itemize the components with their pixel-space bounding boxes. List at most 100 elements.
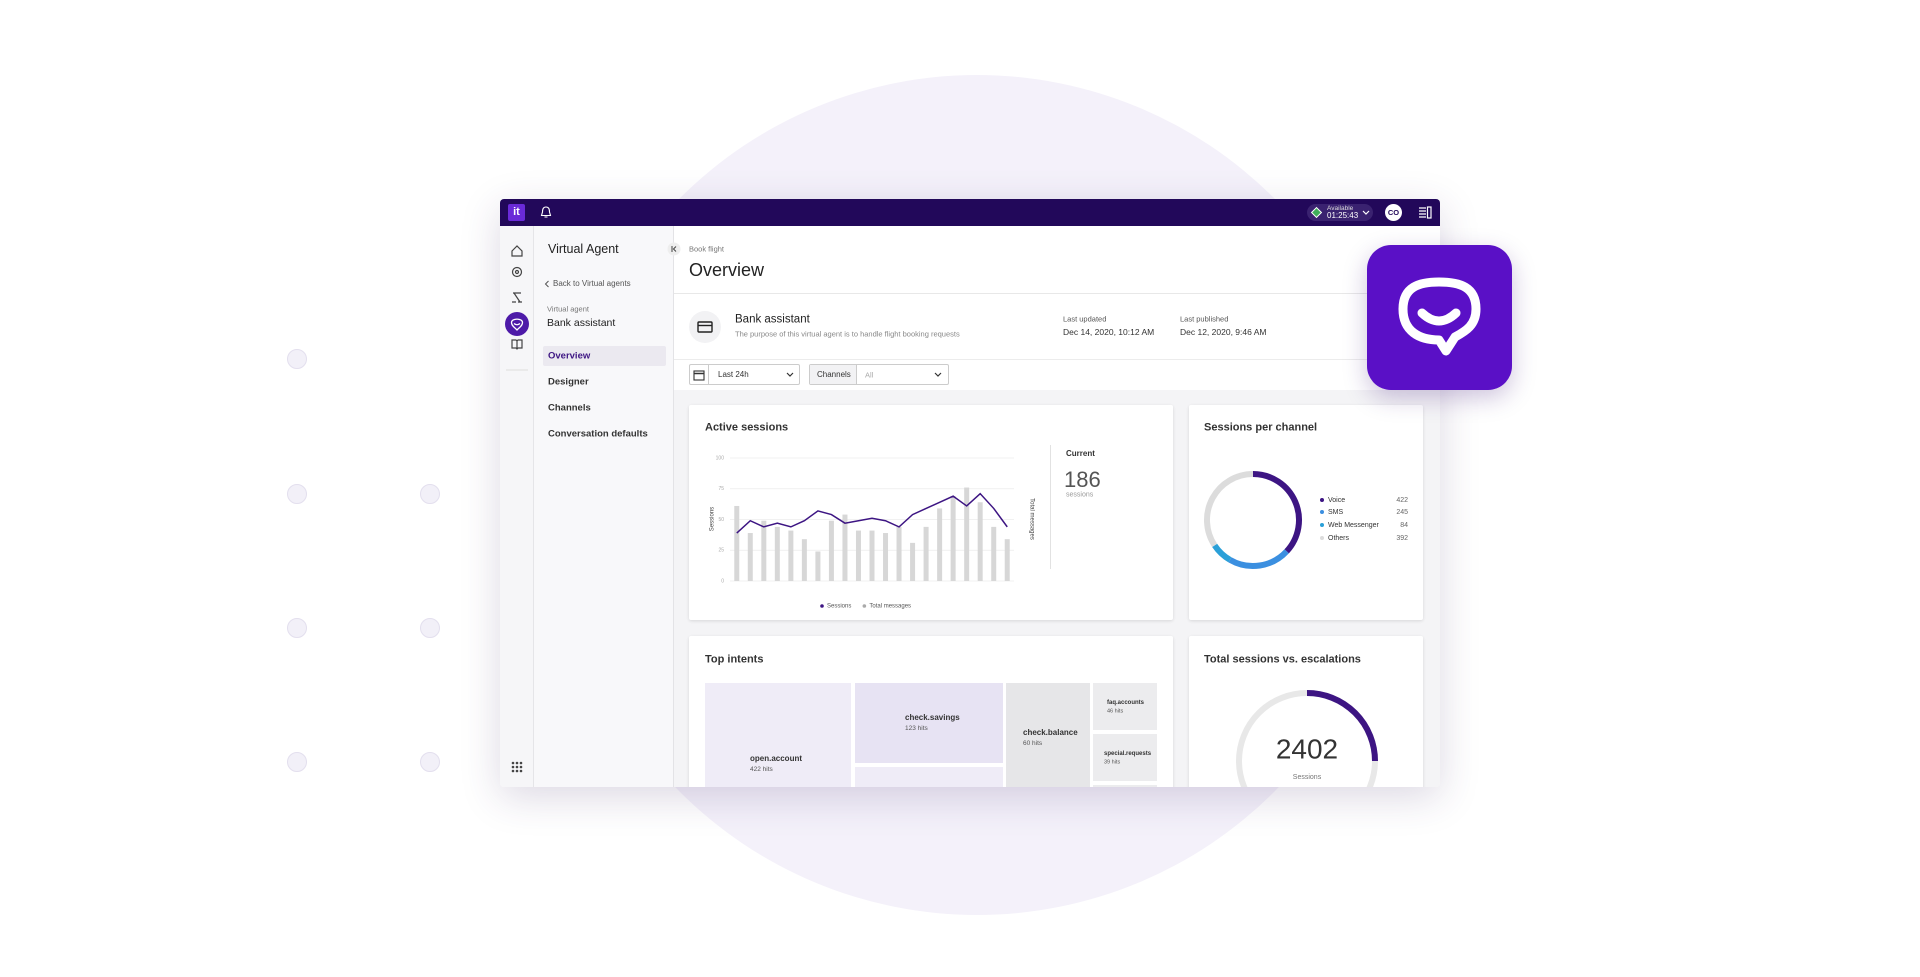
bar bbox=[910, 542, 916, 581]
legend-marker bbox=[820, 604, 824, 608]
app-icon-glyph bbox=[1398, 277, 1481, 356]
home-icon[interactable] bbox=[511, 245, 523, 257]
meta-label: Last published bbox=[1180, 314, 1229, 324]
apps-icon[interactable] bbox=[511, 761, 523, 773]
card bbox=[1189, 405, 1423, 620]
legend-marker bbox=[1320, 510, 1324, 514]
bar bbox=[815, 551, 821, 581]
bar bbox=[950, 496, 956, 581]
intent-hits: 123 hits bbox=[905, 724, 928, 732]
donut-segment bbox=[1252, 471, 1302, 554]
avatar[interactable]: CO bbox=[1385, 204, 1402, 221]
logo[interactable]: it bbox=[508, 204, 525, 221]
legend-value: 422 bbox=[1396, 497, 1408, 504]
legend-label: Voice bbox=[1328, 497, 1345, 504]
card bbox=[1189, 636, 1423, 787]
card bbox=[689, 405, 1173, 620]
bar bbox=[883, 533, 889, 581]
treemap-tile[interactable] bbox=[855, 683, 1003, 763]
icon-rail bbox=[500, 226, 534, 787]
legend-marker bbox=[862, 604, 867, 608]
channels-label: Channels bbox=[817, 370, 851, 379]
status-pill[interactable]: Available 01:25:43 bbox=[1307, 204, 1373, 221]
y-tick-label: 50 bbox=[718, 517, 724, 523]
treemap-tile[interactable] bbox=[1093, 734, 1157, 781]
bar bbox=[869, 530, 875, 581]
top-bar: it Available 01:25:43 CO bbox=[500, 199, 1440, 226]
treemap-tile[interactable] bbox=[705, 683, 851, 787]
page-title: Overview bbox=[689, 260, 765, 280]
nav-item[interactable]: Designer bbox=[548, 376, 589, 388]
nav-item[interactable]: Conversation defaults bbox=[548, 428, 648, 440]
status-icon bbox=[1310, 206, 1323, 219]
gauge-label: Sessions bbox=[1293, 774, 1322, 781]
treemap-tile[interactable] bbox=[1093, 785, 1157, 787]
current-unit: sessions bbox=[1066, 491, 1094, 499]
back-link[interactable]: Back to Virtual agents bbox=[553, 279, 631, 288]
agent-name: Bank assistant bbox=[547, 316, 616, 329]
legend-label: Others bbox=[1328, 535, 1350, 542]
nav-selected-bg bbox=[543, 346, 666, 366]
flow-icon[interactable] bbox=[512, 292, 522, 303]
current-label: Current bbox=[1066, 449, 1095, 458]
treemap-tile[interactable] bbox=[1093, 683, 1157, 730]
bar bbox=[964, 487, 970, 581]
legend-value: 84 bbox=[1400, 522, 1408, 529]
card-title: Active sessions bbox=[705, 421, 789, 434]
card-title: Total sessions vs. escalations bbox=[1204, 653, 1361, 666]
status-text: Available bbox=[1327, 204, 1354, 212]
intent-name: faq.accounts bbox=[1107, 700, 1145, 706]
panel-icon[interactable] bbox=[1418, 206, 1432, 219]
donut-segment bbox=[1204, 471, 1254, 548]
knowledge-icon[interactable] bbox=[511, 339, 523, 350]
bar bbox=[937, 508, 943, 581]
va-icon[interactable] bbox=[505, 312, 529, 336]
status-timer: 01:25:43 bbox=[1327, 211, 1359, 220]
card-title: Top intents bbox=[705, 653, 764, 666]
legend-label: Web Messenger bbox=[1328, 522, 1380, 529]
intent-hits: 422 hits bbox=[750, 765, 773, 773]
channels-filter[interactable]: Channels All bbox=[809, 364, 949, 385]
treemap-tile[interactable] bbox=[855, 767, 1003, 787]
axis-title: Sessions bbox=[710, 507, 716, 531]
agent-title: Bank assistant bbox=[735, 313, 810, 326]
legend-marker bbox=[1320, 536, 1324, 540]
rail-icons bbox=[505, 245, 529, 773]
date-filter[interactable]: Last 24h bbox=[689, 364, 800, 385]
breadcrumb[interactable]: Book flight bbox=[689, 244, 725, 254]
decor-dot bbox=[287, 752, 307, 772]
bar bbox=[828, 520, 834, 581]
decor-dot bbox=[287, 484, 307, 504]
meta-value: Dec 12, 2020, 9:46 AM bbox=[1180, 326, 1267, 337]
decor-dot bbox=[287, 618, 307, 638]
bar bbox=[842, 514, 848, 581]
bar bbox=[977, 502, 983, 581]
intent-name: open.account bbox=[750, 754, 803, 763]
collapse-button[interactable] bbox=[667, 242, 681, 256]
bar bbox=[761, 520, 767, 581]
current-value: 186 bbox=[1064, 467, 1101, 492]
legend-value: 245 bbox=[1396, 509, 1408, 516]
settings-icon[interactable] bbox=[511, 266, 523, 278]
donut-segment bbox=[1228, 549, 1289, 569]
channels-value: All bbox=[865, 370, 874, 380]
divider bbox=[1050, 445, 1051, 569]
nav-item[interactable]: Overview bbox=[548, 350, 591, 362]
decor-dot bbox=[420, 618, 440, 638]
donut-segment bbox=[1212, 543, 1232, 563]
nav-item[interactable]: Channels bbox=[548, 402, 591, 414]
bar bbox=[734, 505, 740, 581]
agent-label: Virtual agent bbox=[547, 304, 589, 314]
notification-icon[interactable] bbox=[539, 205, 553, 220]
bar bbox=[788, 530, 794, 581]
legend-value: 392 bbox=[1396, 535, 1408, 542]
treemap-tile[interactable] bbox=[1006, 683, 1090, 787]
agent-icon bbox=[689, 311, 721, 343]
app-window: it Available 01:25:43 CO bbox=[500, 199, 1440, 787]
meta-value: Dec 14, 2020, 10:12 AM bbox=[1063, 326, 1155, 337]
divider bbox=[674, 359, 1440, 360]
separator bbox=[708, 365, 709, 384]
y-tick-label: 0 bbox=[721, 578, 724, 584]
app-icon bbox=[1367, 245, 1512, 390]
chevron bbox=[934, 372, 942, 377]
